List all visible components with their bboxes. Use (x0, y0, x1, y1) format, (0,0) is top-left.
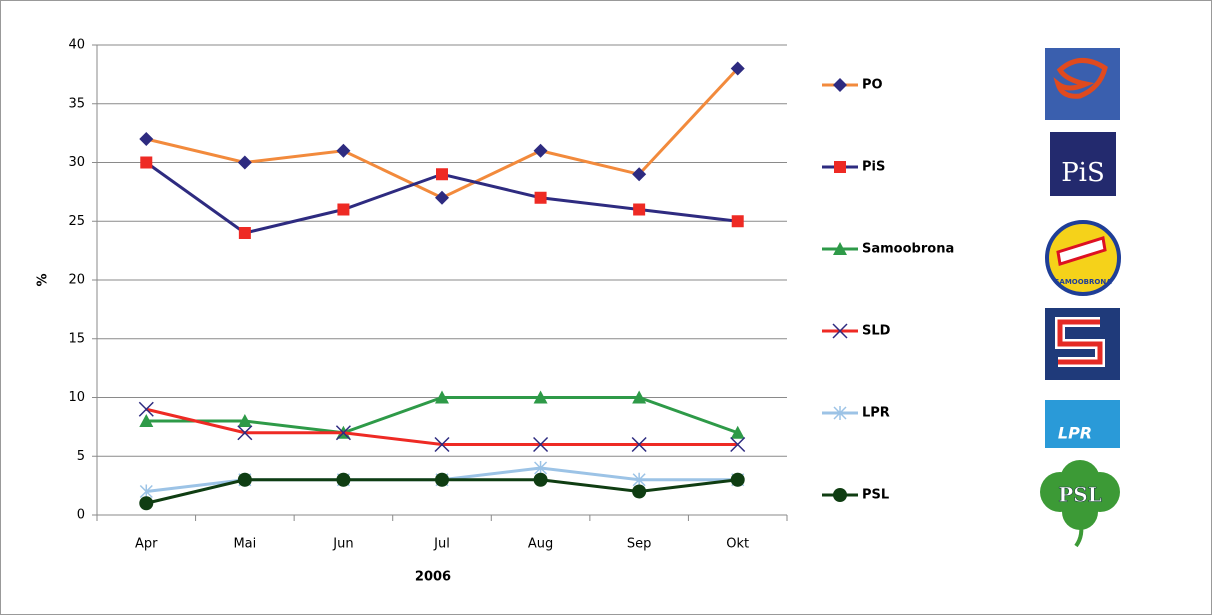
marker (140, 156, 153, 169)
marker (730, 436, 746, 453)
marker (337, 203, 350, 216)
x-tick-label: Apr (135, 537, 158, 552)
legend-label: PSL (862, 488, 889, 503)
marker-stroke (237, 425, 253, 441)
marker (434, 436, 450, 453)
marker (436, 168, 448, 181)
marker-stroke (434, 436, 450, 453)
marker (534, 191, 547, 204)
x-tick-label: Jun (332, 537, 353, 552)
logo-text: PiS (1061, 158, 1105, 188)
marker (336, 472, 351, 487)
marker (632, 167, 647, 182)
marker-stroke (730, 436, 746, 453)
y-tick-label: 40 (68, 38, 85, 53)
marker (533, 143, 548, 158)
marker-stroke (833, 406, 847, 420)
marker (237, 472, 252, 487)
legend-label: LPR (862, 406, 890, 421)
legend-label: SLD (862, 324, 891, 339)
logo-lpr: LPR (1045, 400, 1120, 448)
logo-sld (1045, 308, 1120, 380)
marker (534, 461, 548, 475)
marker-stroke (139, 484, 153, 499)
marker (139, 132, 154, 146)
marker (139, 496, 154, 511)
marker (730, 425, 745, 439)
marker (139, 484, 153, 499)
marker (238, 227, 251, 239)
logo-samoobrona: SAMOOBRONA (1045, 220, 1121, 296)
marker-stroke (832, 323, 848, 339)
marker (632, 390, 647, 404)
marker-stroke (534, 461, 548, 475)
y-tick-label: 35 (68, 96, 85, 111)
x-tick-label: Mai (233, 537, 256, 552)
marker (632, 484, 647, 499)
y-tick-label: 15 (68, 331, 85, 346)
marker (632, 472, 646, 487)
x-tick-label: Okt (726, 537, 749, 552)
y-tick-label: 30 (68, 155, 85, 170)
marker (237, 414, 252, 427)
marker (533, 436, 549, 453)
y-tick-label: 0 (77, 508, 85, 523)
marker (833, 242, 847, 255)
x-tick-label: Aug (528, 537, 553, 552)
x-tick-label: Sep (627, 537, 652, 552)
marker-stroke (138, 401, 154, 417)
logo-psl: PSL (1040, 460, 1120, 548)
y-tick-label: 5 (77, 449, 85, 464)
marker (533, 472, 548, 487)
logo-text: PSL (1058, 483, 1102, 507)
marker (730, 472, 745, 487)
y-tick-label: 10 (68, 390, 85, 405)
marker (138, 401, 154, 417)
marker (833, 488, 847, 502)
marker (435, 390, 449, 404)
marker-stroke (335, 425, 351, 441)
marker (633, 203, 646, 216)
logo-text: LPR (1058, 424, 1092, 443)
marker-stroke (631, 436, 647, 453)
marker (533, 390, 548, 404)
marker (730, 61, 745, 76)
marker (832, 323, 848, 339)
x-tick-label: Jul (433, 537, 450, 552)
marker (435, 472, 449, 487)
marker (336, 143, 351, 158)
legend-label: Samoobrona (862, 242, 954, 257)
marker (833, 78, 847, 92)
marker-stroke (533, 436, 549, 453)
logo-po (1045, 48, 1120, 120)
logo-text: SAMOOBRONA (1054, 278, 1112, 286)
legend-label: PO (862, 78, 883, 93)
logo-pis: PiS (1050, 132, 1116, 196)
marker (631, 436, 647, 453)
x-axis-label: 2006 (415, 570, 451, 585)
y-axis-label: % (36, 273, 51, 286)
legend-label: PiS (862, 160, 885, 175)
marker (139, 414, 154, 427)
y-tick-label: 20 (68, 273, 85, 288)
y-tick-label: 25 (68, 214, 85, 229)
marker (237, 425, 253, 441)
marker (731, 215, 744, 228)
marker-stroke (632, 472, 646, 487)
marker (435, 190, 449, 205)
marker (833, 406, 847, 420)
marker (335, 425, 351, 441)
marker (834, 161, 846, 173)
marker (237, 155, 252, 170)
